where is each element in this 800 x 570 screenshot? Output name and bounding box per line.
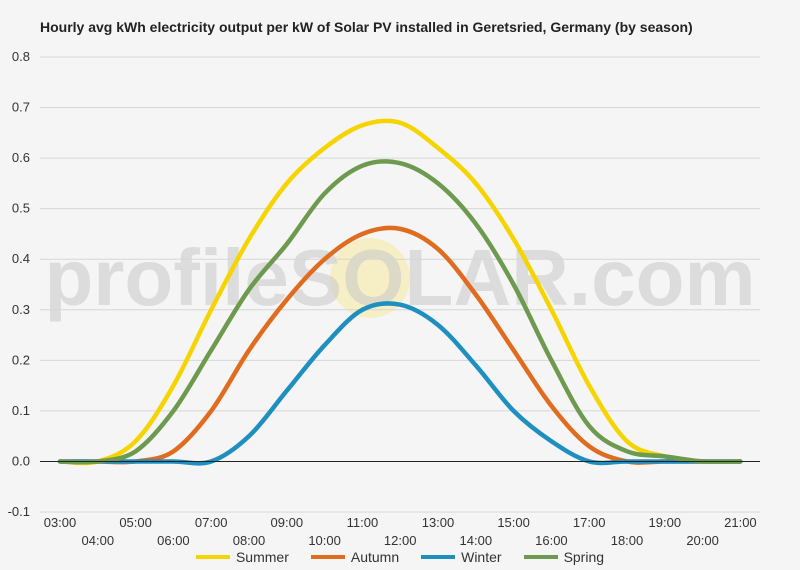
x-tick-label: 20:00 bbox=[686, 533, 719, 548]
x-tick-label: 10:00 bbox=[308, 533, 341, 548]
y-tick-label: 0.2 bbox=[12, 352, 30, 367]
x-tick-label: 13:00 bbox=[422, 515, 455, 530]
x-tick-label: 11:00 bbox=[347, 515, 379, 530]
chart-title: Hourly avg kWh electricity output per kW… bbox=[40, 19, 693, 35]
y-tick-label: 0.3 bbox=[12, 302, 30, 317]
y-tick-label: 0.8 bbox=[12, 49, 30, 64]
x-tick-label: 19:00 bbox=[649, 515, 682, 530]
legend-swatch bbox=[421, 555, 456, 559]
x-tick-label: 05:00 bbox=[119, 515, 152, 530]
legend-label: Spring bbox=[563, 549, 605, 565]
y-tick-label: 0.5 bbox=[12, 201, 30, 216]
y-tick-label: 0.4 bbox=[12, 251, 30, 266]
x-tick-label: 07:00 bbox=[195, 515, 228, 530]
watermark-sun bbox=[330, 238, 410, 318]
legend-item-winter: Winter bbox=[421, 549, 502, 565]
legend-label: Winter bbox=[461, 549, 502, 565]
x-tick-label: 15:00 bbox=[497, 515, 530, 530]
y-tick-label: 0.7 bbox=[12, 100, 30, 115]
x-tick-label: 16:00 bbox=[535, 533, 568, 548]
x-tick-label: 03:00 bbox=[44, 515, 77, 530]
x-tick-label: 18:00 bbox=[611, 533, 644, 548]
series-line-spring bbox=[57, 159, 743, 465]
y-tick-label: 0.1 bbox=[12, 403, 30, 418]
x-tick-label: 06:00 bbox=[157, 533, 190, 548]
legend-swatch bbox=[195, 555, 230, 559]
series-line-summer bbox=[57, 118, 743, 466]
x-tick-label: 08:00 bbox=[233, 533, 266, 548]
legend: Summer Autumn Winter Spring bbox=[0, 549, 800, 565]
legend-item-autumn: Autumn bbox=[310, 549, 400, 565]
x-tick-label: 17:00 bbox=[573, 515, 606, 530]
x-tick-label: 21:00 bbox=[724, 515, 757, 530]
watermark-text: profileSOLAR.com bbox=[44, 233, 755, 322]
x-tick-label: 09:00 bbox=[271, 515, 304, 530]
y-tick-label: 0.0 bbox=[12, 453, 30, 468]
x-tick-label: 12:00 bbox=[384, 533, 417, 548]
legend-swatch bbox=[310, 555, 345, 559]
x-tick-label: 14:00 bbox=[460, 533, 493, 548]
y-tick-label: 0.6 bbox=[12, 150, 30, 165]
legend-swatch bbox=[523, 555, 558, 559]
legend-label: Summer bbox=[235, 549, 289, 565]
legend-label: Autumn bbox=[350, 549, 400, 565]
y-tick-label: -0.1 bbox=[8, 504, 30, 519]
series-line-winter bbox=[57, 301, 743, 466]
legend-item-spring: Spring bbox=[523, 549, 605, 565]
x-tick-label: 04:00 bbox=[82, 533, 115, 548]
legend-item-summer: Summer bbox=[195, 549, 289, 565]
